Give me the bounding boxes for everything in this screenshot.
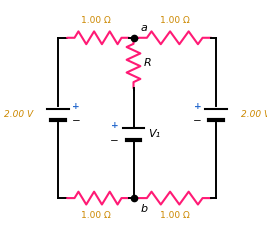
- Text: 1.00 Ω: 1.00 Ω: [81, 16, 111, 25]
- Text: +: +: [111, 121, 119, 131]
- Text: a: a: [140, 23, 147, 33]
- Text: +: +: [72, 102, 80, 111]
- Text: −: −: [193, 116, 202, 126]
- Text: −: −: [110, 136, 119, 146]
- Text: V₁: V₁: [148, 129, 160, 139]
- Text: +: +: [194, 102, 202, 111]
- Text: 1.00 Ω: 1.00 Ω: [81, 211, 111, 220]
- Text: 1.00 Ω: 1.00 Ω: [160, 211, 190, 220]
- Text: 2.00 V: 2.00 V: [241, 110, 267, 119]
- Text: b: b: [140, 204, 147, 214]
- Text: 2.00 V: 2.00 V: [4, 110, 33, 119]
- Text: R: R: [144, 58, 152, 68]
- Text: −: −: [72, 116, 81, 126]
- Text: 1.00 Ω: 1.00 Ω: [160, 16, 190, 25]
